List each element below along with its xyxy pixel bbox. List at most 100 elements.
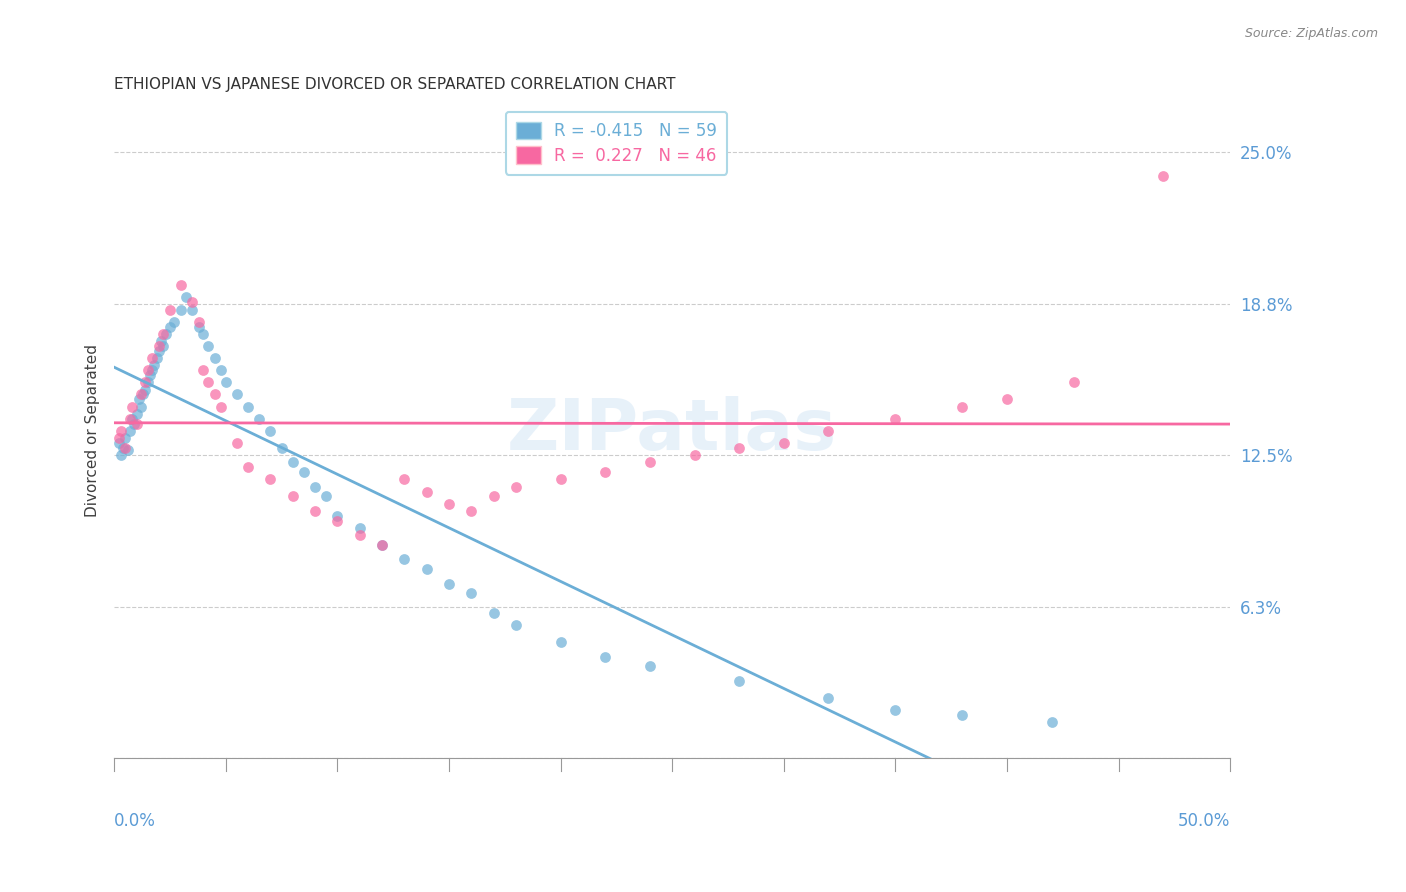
Point <box>247 411 270 425</box>
Point <box>163 315 186 329</box>
Point <box>114 431 136 445</box>
Text: 50.0%: 50.0% <box>1178 812 1230 830</box>
Point <box>259 472 281 486</box>
Point <box>728 441 751 455</box>
Point <box>121 400 143 414</box>
Point <box>304 504 326 518</box>
Point <box>281 455 304 469</box>
Point <box>174 290 197 304</box>
Point <box>1152 169 1174 183</box>
Point <box>136 376 159 390</box>
Point <box>193 326 215 341</box>
Point <box>204 387 226 401</box>
Point <box>226 387 249 401</box>
Point <box>170 278 193 293</box>
Point <box>159 302 181 317</box>
Point <box>121 411 143 425</box>
Text: ZIPatlas: ZIPatlas <box>508 396 838 466</box>
Point <box>415 484 437 499</box>
Point <box>482 489 505 503</box>
Y-axis label: Divorced or Separated: Divorced or Separated <box>86 344 100 517</box>
Point <box>110 424 132 438</box>
Point <box>304 480 326 494</box>
Point <box>188 319 211 334</box>
Point <box>159 319 181 334</box>
Point <box>128 392 150 407</box>
Point <box>460 504 482 518</box>
Point <box>371 538 394 552</box>
Point <box>170 302 193 317</box>
Point <box>125 417 148 431</box>
Point <box>136 363 159 377</box>
Point <box>152 339 174 353</box>
Point <box>884 411 907 425</box>
Point <box>188 315 211 329</box>
Point <box>1040 714 1063 729</box>
Point <box>259 424 281 438</box>
Point <box>215 376 238 390</box>
Point <box>124 417 146 431</box>
Legend: R = -0.415   N = 59, R =  0.227   N = 46: R = -0.415 N = 59, R = 0.227 N = 46 <box>506 112 727 175</box>
Point <box>139 368 162 382</box>
Point <box>505 618 527 632</box>
Point <box>550 472 572 486</box>
Point <box>107 436 129 450</box>
Point <box>326 514 349 528</box>
Point <box>117 443 139 458</box>
Point <box>134 383 156 397</box>
Point <box>107 431 129 445</box>
Point <box>995 392 1018 407</box>
Point <box>394 552 416 566</box>
Point <box>638 455 661 469</box>
Text: ETHIOPIAN VS JAPANESE DIVORCED OR SEPARATED CORRELATION CHART: ETHIOPIAN VS JAPANESE DIVORCED OR SEPARA… <box>114 78 676 93</box>
Point <box>197 339 219 353</box>
Point <box>482 606 505 620</box>
Point <box>209 400 232 414</box>
Point <box>415 562 437 576</box>
Point <box>270 441 292 455</box>
Point <box>141 351 163 365</box>
Point <box>193 363 215 377</box>
Point <box>114 441 136 455</box>
Point <box>141 363 163 377</box>
Point <box>150 334 173 348</box>
Point <box>129 400 152 414</box>
Point <box>550 635 572 649</box>
Point <box>152 326 174 341</box>
Point <box>505 480 527 494</box>
Point <box>315 489 337 503</box>
Point <box>112 441 135 455</box>
Point <box>125 407 148 421</box>
Point <box>728 673 751 688</box>
Point <box>349 528 371 542</box>
Point <box>638 659 661 673</box>
Point <box>683 448 706 462</box>
Point <box>772 436 794 450</box>
Point <box>817 690 839 705</box>
Point <box>143 359 166 373</box>
Point <box>145 351 167 365</box>
Point <box>118 411 141 425</box>
Point <box>132 387 155 401</box>
Point <box>209 363 232 377</box>
Point <box>181 302 204 317</box>
Point <box>236 460 259 475</box>
Point <box>460 586 482 600</box>
Point <box>437 497 460 511</box>
Point <box>884 703 907 717</box>
Point <box>593 649 616 664</box>
Text: 0.0%: 0.0% <box>114 812 156 830</box>
Point <box>197 376 219 390</box>
Point <box>236 400 259 414</box>
Text: Source: ZipAtlas.com: Source: ZipAtlas.com <box>1244 27 1378 40</box>
Point <box>148 343 170 358</box>
Point <box>292 465 315 479</box>
Point <box>226 436 249 450</box>
Point <box>326 508 349 523</box>
Point <box>950 707 973 722</box>
Point <box>593 465 616 479</box>
Point <box>437 576 460 591</box>
Point <box>181 295 204 310</box>
Point <box>817 424 839 438</box>
Point <box>371 538 394 552</box>
